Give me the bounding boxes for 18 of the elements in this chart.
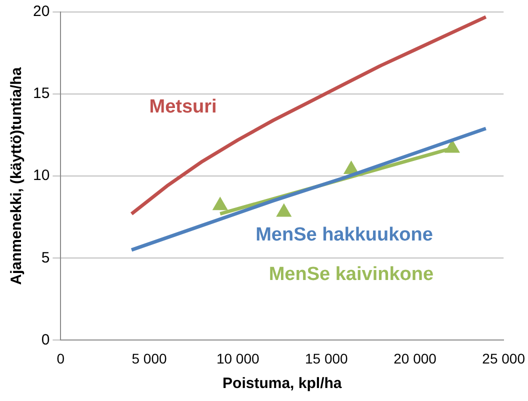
y-tick-label: 10	[32, 167, 50, 184]
x-tick-label: 10 000	[216, 350, 260, 366]
x-tick-label: 20 000	[394, 350, 437, 366]
point	[212, 196, 228, 210]
y-tick-label: 0	[41, 331, 50, 348]
x-tick-label: 0	[56, 350, 65, 366]
y-tick-label: 15	[32, 85, 50, 102]
series-label: MenSe hakkuukone	[256, 224, 433, 246]
text: MenSe kaivinkone	[268, 264, 434, 285]
point	[276, 203, 292, 217]
series-label: Metsuri	[149, 96, 217, 118]
x-tick-label: 25 000	[482, 350, 526, 366]
x-tick-label: 15 000	[305, 350, 348, 366]
x-tick-label: 5 000	[132, 350, 167, 366]
x-axis-title: Poistuma, kpl/ha	[222, 375, 342, 392]
y-tick-label: 5	[41, 249, 50, 266]
y-axis-title: Ajanmenekki, (käyttö)tuntia/ha	[8, 66, 26, 285]
y-tick-label: 20	[32, 3, 50, 20]
